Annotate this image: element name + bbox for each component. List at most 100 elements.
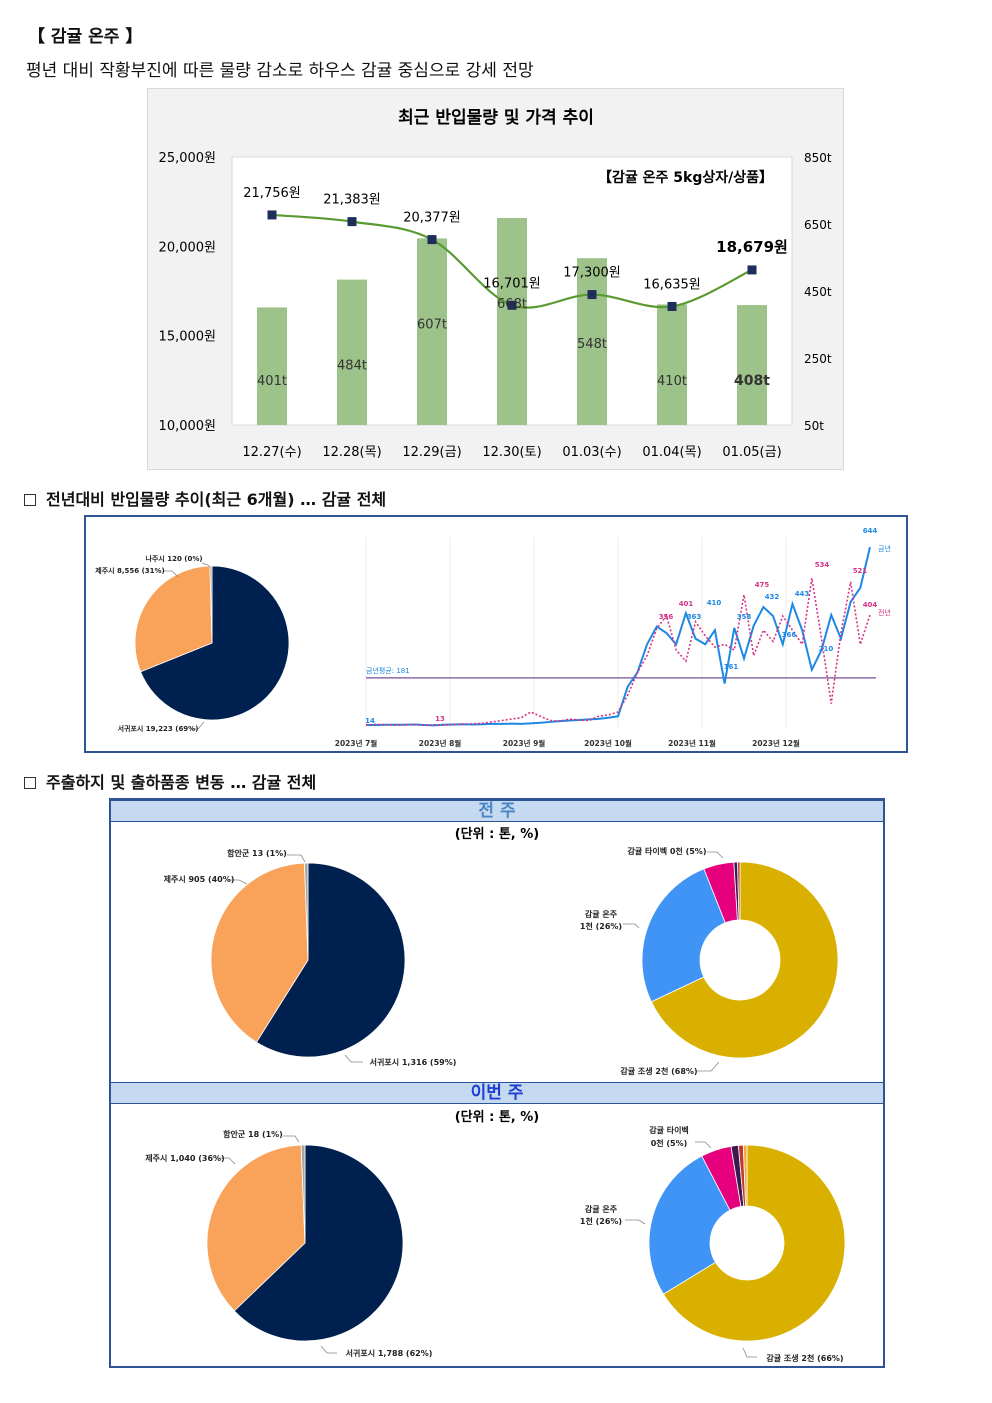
average-label: 금년평균: 181 [366,666,410,675]
origin-pie-slice [209,565,213,644]
point-label: 363 [687,613,702,621]
point-label: 210 [819,645,834,653]
volume-bar [337,279,367,425]
price-marker [667,301,677,311]
leader-line [227,879,248,885]
price-marker [427,235,437,245]
price-data-label: 21,383원 [323,193,380,208]
section-heading-volume-trend: 전년대비 반입물량 추이(최근 6개월) … 감귤 전체 [24,486,386,510]
this-variety-slice [648,1155,731,1295]
pie-label: 서귀포시 19,223 (69%) [118,724,199,733]
left-axis-tick: 15,000원 [159,330,216,345]
point-label: 410 [707,599,722,607]
left-axis-tick: 25,000원 [159,151,216,166]
left-axis-tick: 20,000원 [159,240,216,255]
pie-label: 제주시 1,040 (36%) [145,1153,224,1163]
point-label: 366 [782,631,797,639]
point-label: 14 [365,717,375,725]
volume-data-label: 548t [577,337,607,352]
pie-label: 감귤 조생 2천 (66%) [766,1353,843,1363]
x-month-label: 2023년 11월 [668,738,716,748]
volume-trend-svg: 나주시 120 (0%) 제주시 8,556 (31%) 서귀포시 19,223 (… [95,527,891,748]
right-axis-tick: 250t [804,352,832,366]
section-heading-text: 전년대비 반입물량 추이(최근 6개월) … 감귤 전체 [46,490,387,509]
x-month-label: 2023년 10월 [584,738,632,748]
checkbox-icon [24,777,36,789]
right-axis-tick: 50t [804,419,824,433]
leader-line [695,1141,712,1149]
volume-bar [657,304,687,425]
origin-variety-panel: 전 주 이번 주 (단위 : 톤, %) (단위 : 톤, %) 함안군 13 … [109,798,885,1368]
volume-trend-panel: 나주시 120 (0%) 제주시 8,556 (31%) 서귀포시 19,223 (… [84,515,908,753]
section-heading-text: 주출하지 및 출하품종 변동 … 감귤 전체 [46,773,317,792]
pie-label: 서귀포시 1,788 (62%) [346,1348,433,1358]
pie-label: 감귤 온주 [585,909,618,919]
point-label: 356 [659,613,674,621]
x-month-label: 2023년 12월 [752,738,800,748]
series-name-label: 전년 [878,608,891,617]
point-label: 13 [435,715,445,723]
right-axis-tick: 450t [804,285,832,299]
price-data-label: 18,679원 [716,238,788,256]
price-marker [747,265,757,275]
left-axis-tick: 10,000원 [159,419,216,434]
series-line [365,578,871,727]
this-origin-slice [206,1144,306,1312]
price-data-label: 17,300원 [563,266,620,281]
price-marker [347,217,357,227]
x-category-label: 12.28(목) [322,445,381,460]
x-category-label: 01.04(목) [642,445,701,460]
point-label: 521 [853,567,868,575]
this-origin-slice [300,1144,306,1244]
x-category-label: 12.30(토) [482,445,541,460]
volume-data-label: 484t [337,359,367,374]
origin-pie-slice [134,565,213,673]
pie-label: 감귤 조생 2천 (68%) [620,1066,697,1076]
chart-title: 최근 반입물량 및 가격 추이 [398,108,594,128]
checkbox-icon [24,494,36,506]
volume-bar [577,258,607,425]
pie-label: 0천 (5%) [651,1138,688,1148]
volume-data-label: 668t [497,297,527,312]
pie-label: 제주시 905 (40%) [164,874,235,884]
prev-variety-slice [650,861,839,1059]
leader-line [164,570,179,578]
point-label: 475 [755,581,770,589]
volume-bar [737,305,767,425]
report-subtitle: 평년 대비 작황부진에 따른 물량 감소로 하우스 감귤 중심으로 강세 전망 [26,61,534,81]
price-data-label: 16,635원 [643,277,700,292]
price-volume-svg: 최근 반입물량 및 가격 추이 【감귤 온주 5kg상자/상품】 25,000원… [159,108,832,460]
pie-label: 감귤 온주 [585,1204,618,1214]
leader-line [697,1061,720,1072]
series-name-label: 금년 [878,544,891,553]
price-data-label: 20,377원 [403,211,460,226]
x-month-label: 2023년 8월 [419,738,462,748]
pie-label: 1천 (26%) [580,1216,622,1226]
pie-label: 제주시 8,556 (31%) [95,566,165,575]
origin-pie-slice [140,565,290,721]
point-label: 161 [724,663,739,671]
this-origin-slice [233,1144,404,1342]
volume-data-label: 410t [657,374,687,389]
x-category-label: 01.05(금) [722,445,781,460]
volume-data-label: 408t [734,373,770,389]
right-axis-tick: 850t [804,151,832,165]
leader-line [190,721,205,730]
leader-line [344,1054,363,1063]
pie-label: 나주시 120 (0%) [145,554,202,563]
this-variety-slice [662,1144,846,1342]
point-label: 534 [815,561,830,569]
pie-label: 함안군 18 (1%) [223,1129,283,1139]
leader-line [287,854,306,863]
leader-line [283,1135,300,1143]
prev-week-band: 전 주 [111,800,883,822]
leader-line [707,851,724,859]
volume-bar [257,307,287,425]
x-category-label: 12.29(금) [402,445,461,460]
price-marker [507,300,517,310]
prev-origin-slice [210,862,309,1043]
point-label: 358 [737,613,752,621]
volume-data-label: 401t [257,374,287,389]
leader-line [215,1157,236,1165]
leader-line [742,1347,757,1358]
